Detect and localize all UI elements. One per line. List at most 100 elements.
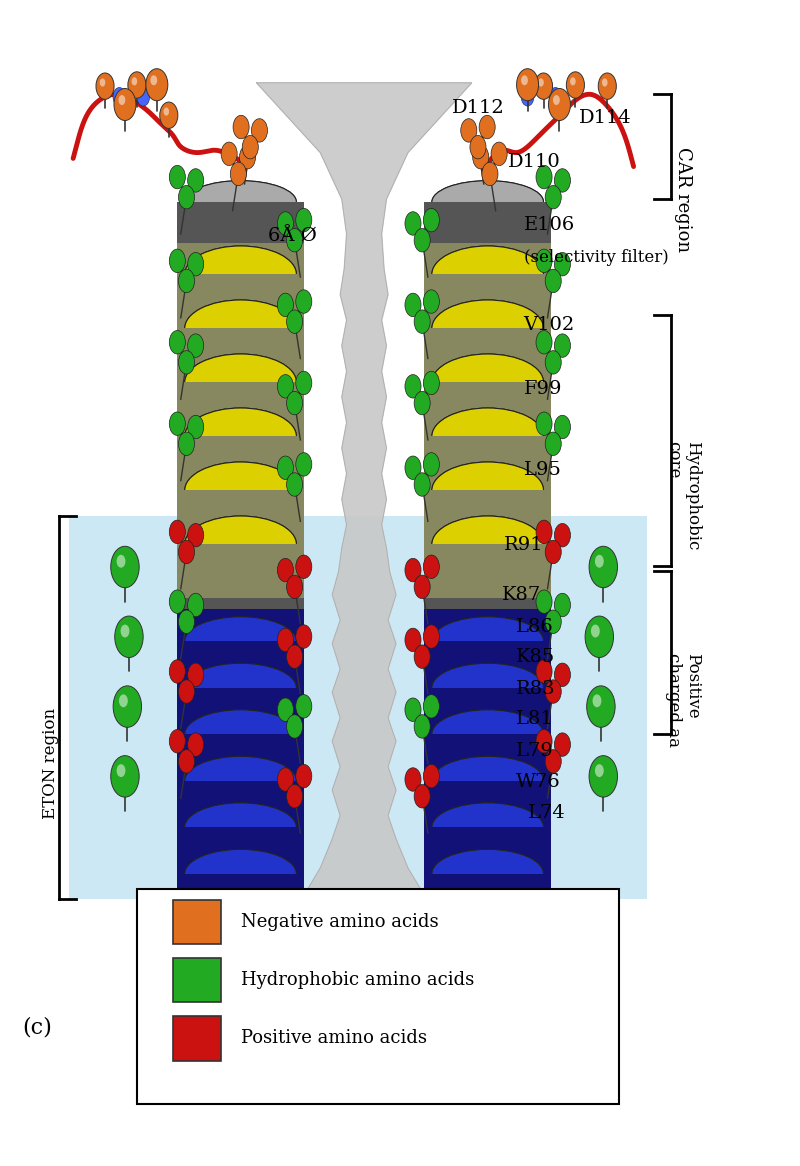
Circle shape	[423, 209, 439, 232]
Circle shape	[188, 415, 204, 438]
Ellipse shape	[432, 192, 543, 248]
Circle shape	[545, 269, 562, 293]
Ellipse shape	[185, 663, 296, 712]
Circle shape	[278, 456, 294, 479]
Circle shape	[473, 146, 489, 169]
Bar	[424, 688, 551, 735]
Text: L86: L86	[515, 618, 554, 637]
Ellipse shape	[432, 570, 543, 619]
Circle shape	[163, 107, 169, 115]
Circle shape	[517, 69, 538, 100]
Circle shape	[239, 146, 255, 169]
Circle shape	[591, 625, 600, 638]
Circle shape	[593, 695, 602, 708]
Circle shape	[160, 103, 178, 128]
Circle shape	[188, 333, 204, 357]
Circle shape	[414, 575, 430, 598]
Circle shape	[554, 593, 570, 617]
Bar	[177, 220, 304, 274]
Circle shape	[296, 555, 312, 578]
Circle shape	[536, 250, 552, 273]
Circle shape	[118, 96, 126, 105]
Circle shape	[414, 310, 430, 333]
Circle shape	[100, 78, 106, 86]
Bar	[424, 220, 551, 274]
Circle shape	[188, 524, 204, 547]
Circle shape	[278, 628, 294, 652]
Circle shape	[178, 680, 194, 703]
Ellipse shape	[432, 246, 543, 303]
Circle shape	[482, 162, 498, 185]
Circle shape	[96, 73, 114, 99]
Bar	[424, 735, 551, 781]
Circle shape	[414, 715, 430, 738]
Circle shape	[296, 625, 312, 648]
Circle shape	[188, 169, 204, 192]
Circle shape	[595, 764, 604, 777]
Circle shape	[296, 452, 312, 476]
Circle shape	[423, 290, 439, 314]
FancyBboxPatch shape	[173, 900, 221, 944]
Circle shape	[536, 412, 552, 435]
Bar	[177, 581, 304, 609]
Text: (selectivity filter): (selectivity filter)	[523, 248, 668, 266]
Circle shape	[566, 72, 585, 98]
Bar	[177, 641, 304, 688]
Circle shape	[553, 96, 560, 105]
Circle shape	[128, 72, 146, 98]
Text: D114: D114	[579, 108, 632, 127]
Text: L74: L74	[527, 805, 566, 822]
Circle shape	[545, 433, 562, 456]
Bar	[424, 274, 551, 329]
Circle shape	[278, 767, 294, 792]
Text: E106: E106	[523, 216, 575, 233]
Ellipse shape	[432, 849, 543, 898]
Circle shape	[589, 546, 618, 588]
Ellipse shape	[432, 570, 543, 619]
Circle shape	[479, 115, 495, 139]
Circle shape	[549, 87, 562, 106]
Circle shape	[170, 330, 186, 354]
Circle shape	[554, 733, 570, 757]
Ellipse shape	[432, 300, 543, 357]
Circle shape	[545, 540, 562, 563]
Text: D112: D112	[452, 99, 505, 118]
Ellipse shape	[185, 192, 296, 248]
Circle shape	[470, 135, 486, 159]
Ellipse shape	[432, 246, 543, 303]
Circle shape	[405, 212, 421, 236]
Circle shape	[405, 698, 421, 722]
Circle shape	[405, 767, 421, 792]
Circle shape	[286, 472, 302, 497]
Circle shape	[121, 625, 130, 638]
Bar	[177, 735, 304, 781]
Bar	[177, 436, 304, 491]
Ellipse shape	[185, 570, 296, 619]
Text: V102: V102	[523, 316, 575, 333]
Circle shape	[286, 645, 302, 668]
Circle shape	[188, 253, 204, 276]
Circle shape	[414, 392, 430, 415]
Circle shape	[554, 253, 570, 276]
Text: R91: R91	[504, 535, 543, 554]
Ellipse shape	[185, 181, 296, 224]
Ellipse shape	[432, 564, 543, 596]
Text: L81: L81	[515, 710, 554, 728]
Ellipse shape	[185, 192, 296, 248]
Ellipse shape	[185, 300, 296, 357]
Bar	[424, 581, 551, 609]
Circle shape	[114, 616, 143, 658]
Ellipse shape	[185, 803, 296, 851]
Ellipse shape	[432, 462, 543, 519]
Ellipse shape	[432, 181, 543, 224]
Bar	[177, 545, 304, 598]
Circle shape	[278, 212, 294, 236]
Text: CAR region: CAR region	[674, 147, 692, 252]
Circle shape	[570, 77, 576, 85]
Circle shape	[188, 733, 204, 757]
Bar	[177, 595, 304, 641]
Circle shape	[178, 351, 194, 374]
Text: F99: F99	[523, 380, 562, 398]
Ellipse shape	[185, 408, 296, 465]
Circle shape	[536, 330, 552, 354]
